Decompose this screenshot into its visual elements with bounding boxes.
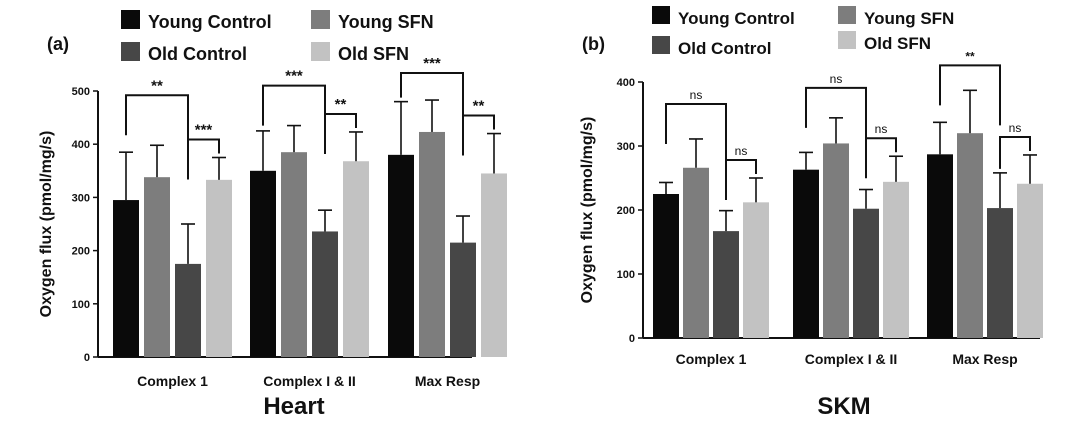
significance-label: ns <box>690 88 703 102</box>
y-tick-label: 100 <box>617 269 635 281</box>
significance-bracket <box>187 138 220 180</box>
significance-bracket <box>400 72 464 133</box>
bar-young-control-max-resp <box>927 154 953 338</box>
significance-label: ns <box>735 144 748 158</box>
legend-swatch-old-sfn <box>311 42 330 61</box>
significance-bracket <box>324 112 357 154</box>
significance-bracket <box>725 159 757 200</box>
y-tick-label: 400 <box>72 139 90 151</box>
y-axis-label: Oxygen flux (pmol/mg/s) <box>579 117 596 304</box>
significance-label: ** <box>335 96 347 113</box>
significance-label: ** <box>473 98 485 115</box>
x-tick-label: Complex I & II <box>805 351 898 367</box>
bar-young-sfn-max-resp <box>419 131 445 357</box>
bar-old-sfn-max-resp <box>481 173 507 357</box>
bar-old-control-complex-i-ii <box>312 231 338 357</box>
panel-heart: (a) Young Control Young SFN Old Control Old … <box>38 10 507 420</box>
y-tick-label: 200 <box>72 246 90 258</box>
bar-old-sfn-complex-i-ii <box>343 161 369 357</box>
bar-young-control-complex-1 <box>653 194 679 338</box>
significance-bracket <box>125 94 189 156</box>
bar-old-control-complex-1 <box>175 263 201 357</box>
y-tick-label: 300 <box>72 192 90 204</box>
bar-old-control-complex-i-ii <box>853 208 879 338</box>
significance-bracket <box>999 135 1031 169</box>
panel-label: (b) <box>582 34 605 54</box>
bar-old-control-complex-1 <box>713 231 739 338</box>
significance-label: ns <box>875 122 888 136</box>
significance-label: *** <box>195 122 213 139</box>
bar-old-sfn-complex-1 <box>206 179 232 357</box>
legend-swatch-young-control <box>121 10 140 29</box>
legend-label-young-sfn: Young SFN <box>338 12 434 32</box>
bar-old-control-max-resp <box>987 208 1013 338</box>
legend-label-young-control: Young Control <box>678 9 795 28</box>
legend-swatch-young-sfn <box>311 10 330 29</box>
significance-bracket <box>665 102 727 164</box>
legend-swatch-young-sfn <box>838 6 856 24</box>
legend-label-young-control: Young Control <box>148 12 272 32</box>
bar-old-sfn-complex-1 <box>743 202 769 338</box>
y-tick-label: 400 <box>617 77 635 89</box>
bar-young-sfn-complex-1 <box>683 167 709 338</box>
legend-swatch-old-sfn <box>838 31 856 49</box>
legend-label-young-sfn: Young SFN <box>864 9 954 28</box>
y-tick-label: 300 <box>617 141 635 153</box>
y-tick-label: 200 <box>617 205 635 217</box>
y-tick-label: 500 <box>72 86 90 98</box>
significance-label: ns <box>830 72 843 86</box>
significance-bracket <box>939 64 1001 126</box>
significance-label: ** <box>965 49 975 63</box>
bar-old-sfn-complex-i-ii <box>883 181 909 338</box>
bar-young-control-max-resp <box>388 154 414 357</box>
panel-label: (a) <box>47 34 69 54</box>
significance-label: ns <box>1009 121 1022 135</box>
bar-young-control-complex-1 <box>113 200 139 357</box>
legend-swatch-old-control <box>121 42 140 61</box>
significance-label: *** <box>285 68 303 85</box>
significance-bracket <box>805 86 867 148</box>
significance-label: ** <box>151 77 163 94</box>
significance-bracket <box>462 114 495 156</box>
x-tick-label: Complex I & II <box>263 373 356 389</box>
bar-young-sfn-complex-1 <box>144 177 170 357</box>
bar-young-control-complex-i-ii <box>250 170 276 357</box>
y-tick-label: 100 <box>72 299 90 311</box>
bar-young-sfn-complex-i-ii <box>281 152 307 357</box>
x-tick-label: Max Resp <box>952 351 1017 367</box>
bar-old-sfn-max-resp <box>1017 183 1043 338</box>
chart-title: Heart <box>263 393 324 420</box>
x-tick-label: Complex 1 <box>676 351 747 367</box>
legend-label-old-control: Old Control <box>678 39 771 58</box>
bar-young-control-complex-i-ii <box>793 169 819 338</box>
x-tick-label: Complex 1 <box>137 373 208 389</box>
legend-label-old-sfn: Old SFN <box>338 44 409 64</box>
significance-bracket <box>865 137 897 179</box>
legend-swatch-young-control <box>652 6 670 24</box>
chart-title: SKM <box>817 393 870 420</box>
legend-label-old-control: Old Control <box>148 44 247 64</box>
legend-label-old-sfn: Old SFN <box>864 34 931 53</box>
panel-skm: (b) Young Control Young SFN Old Control Old … <box>579 6 1043 420</box>
bar-old-control-max-resp <box>450 242 476 357</box>
x-tick-label: Max Resp <box>415 373 480 389</box>
y-tick-label: 0 <box>84 352 90 364</box>
legend-swatch-old-control <box>652 36 670 54</box>
y-axis-label: Oxygen flux (pmol/mg/s) <box>38 131 55 318</box>
bar-young-sfn-complex-i-ii <box>823 143 849 338</box>
y-tick-label: 0 <box>629 333 635 345</box>
significance-label: *** <box>423 55 441 72</box>
bar-young-sfn-max-resp <box>957 133 983 338</box>
